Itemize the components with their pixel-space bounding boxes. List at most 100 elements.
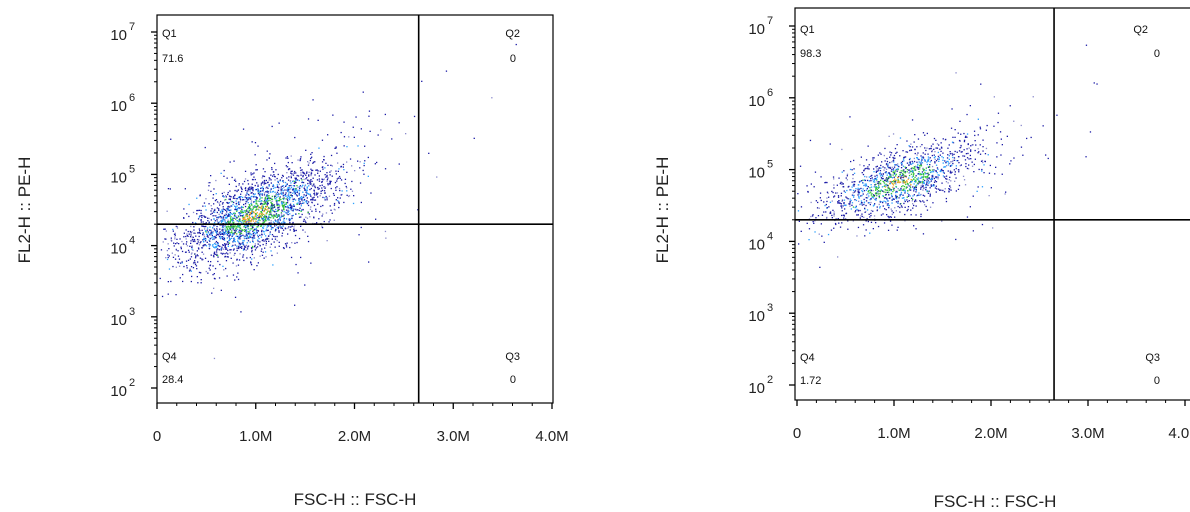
event-point	[952, 162, 954, 165]
event-point	[309, 181, 312, 183]
event-point	[900, 191, 903, 194]
event-point	[240, 193, 242, 195]
event-point	[293, 208, 295, 210]
event-point	[203, 238, 205, 241]
event-point	[266, 224, 268, 226]
event-point	[244, 218, 246, 220]
event-point	[307, 235, 309, 237]
event-point	[230, 205, 232, 207]
event-point	[306, 193, 308, 195]
event-point	[233, 160, 235, 162]
event-point	[1013, 120, 1015, 122]
event-point	[339, 177, 341, 179]
event-point	[926, 209, 929, 211]
event-point	[219, 263, 221, 266]
event-point	[263, 192, 266, 194]
event-point	[253, 176, 255, 178]
event-point	[887, 215, 889, 218]
event-point	[228, 232, 230, 234]
event-point	[232, 221, 234, 224]
event-point	[225, 267, 227, 270]
event-point	[968, 147, 970, 149]
event-point	[226, 229, 229, 231]
event-point	[249, 256, 251, 259]
event-point	[235, 226, 238, 228]
event-point	[826, 216, 828, 219]
event-point	[368, 261, 370, 263]
event-point	[245, 226, 248, 228]
event-point	[244, 170, 247, 172]
event-point	[179, 238, 181, 240]
event-point	[306, 192, 308, 194]
event-point	[992, 227, 994, 229]
event-point	[865, 210, 867, 213]
event-point	[241, 220, 243, 222]
event-point	[249, 236, 252, 238]
event-point	[864, 183, 866, 185]
event-point	[291, 170, 293, 172]
event-point	[266, 237, 268, 240]
event-point	[302, 208, 304, 211]
event-point	[282, 225, 284, 228]
event-point	[370, 192, 372, 194]
event-point	[253, 201, 255, 203]
event-point	[182, 243, 185, 245]
event-point	[253, 172, 255, 174]
event-point	[309, 159, 311, 162]
event-point	[243, 180, 246, 183]
event-point	[965, 135, 967, 137]
event-point	[317, 170, 319, 172]
event-point	[282, 175, 284, 177]
event-point	[229, 239, 231, 241]
event-point	[286, 190, 289, 193]
event-point	[288, 195, 290, 197]
event-point	[867, 193, 869, 195]
event-point	[195, 255, 197, 257]
event-point	[254, 249, 257, 251]
event-point	[874, 175, 876, 177]
event-point	[243, 229, 246, 231]
event-point	[236, 220, 238, 222]
y-tick-exponent: 2	[767, 374, 773, 386]
event-point	[227, 206, 229, 208]
event-point	[255, 227, 257, 230]
event-point	[294, 208, 297, 211]
event-point	[874, 198, 876, 201]
event-point	[852, 220, 854, 222]
event-point	[247, 218, 250, 221]
event-point	[271, 195, 273, 198]
event-point	[235, 208, 237, 211]
event-point	[269, 199, 271, 202]
event-point	[243, 236, 245, 238]
event-point	[244, 216, 246, 218]
event-point	[251, 247, 253, 250]
event-point	[212, 230, 214, 233]
event-point	[201, 229, 203, 231]
event-point	[266, 205, 268, 208]
event-point	[909, 185, 911, 187]
event-point	[263, 231, 265, 233]
event-point	[234, 212, 236, 215]
event-point	[242, 218, 244, 220]
event-point	[885, 178, 887, 181]
event-point	[267, 187, 269, 189]
event-point	[248, 207, 250, 209]
event-point	[209, 240, 211, 242]
event-point	[887, 189, 889, 191]
event-point	[360, 128, 362, 130]
event-point	[297, 159, 299, 161]
event-point	[363, 162, 365, 164]
event-point	[869, 199, 871, 201]
event-point	[252, 241, 254, 243]
event-point	[238, 212, 240, 214]
event-point	[260, 208, 262, 210]
event-point	[296, 203, 298, 205]
event-point	[865, 204, 867, 207]
event-point	[200, 282, 202, 284]
event-point	[264, 214, 266, 216]
event-point	[273, 210, 275, 212]
event-point	[310, 172, 313, 174]
event-point	[267, 192, 270, 194]
event-point	[230, 200, 232, 202]
event-point	[958, 171, 960, 173]
